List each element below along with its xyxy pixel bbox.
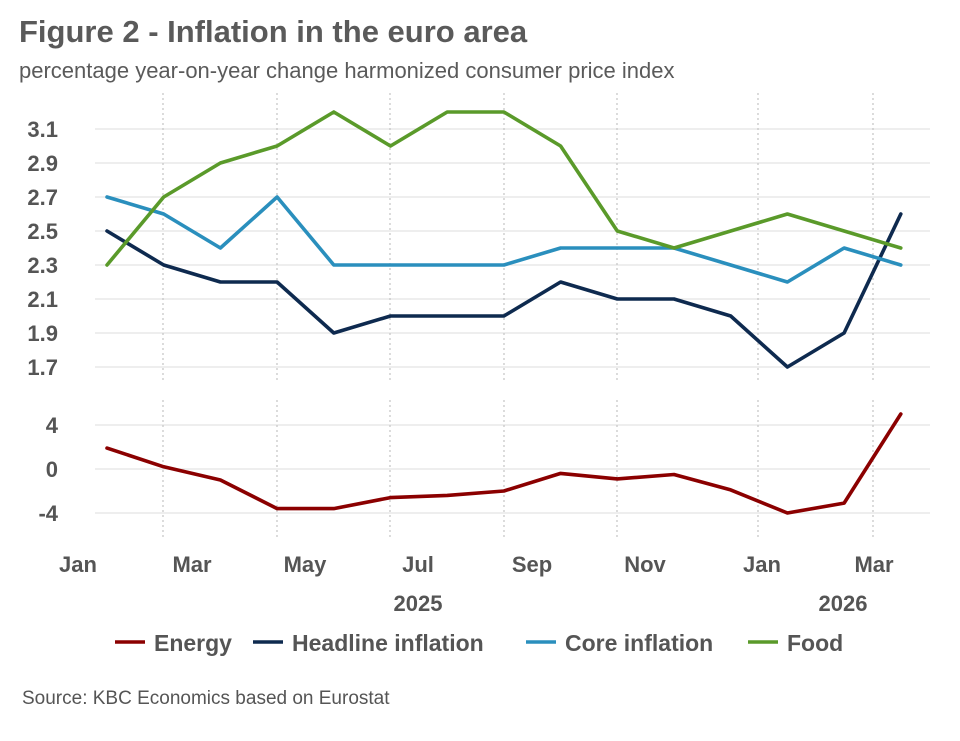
grid-layer xyxy=(95,93,930,540)
series-line-core-inflation xyxy=(105,195,903,284)
y-tick-label-top: 1.9 xyxy=(27,321,58,346)
y-tick-label-top: 2.7 xyxy=(27,185,58,210)
y-tick-label-top: 2.5 xyxy=(27,219,58,244)
chart-title: Figure 2 - Inflation in the euro area xyxy=(19,14,528,49)
x-tick-label: Mar xyxy=(854,552,894,577)
y-tick-label-top: 1.7 xyxy=(27,355,58,380)
chart-legend: Energy Headline inflation Core inflation Fo… xyxy=(115,630,843,656)
chart-subtitle: percentage year-on-year change harmonize… xyxy=(19,58,675,83)
source-note: Source: KBC Economics based on Eurostat xyxy=(22,688,390,709)
y-tick-label-top: 2.1 xyxy=(27,287,58,312)
y-tick-label-bottom: -4 xyxy=(38,501,58,526)
legend-label: Headline inflation xyxy=(292,630,484,656)
series-line-energy xyxy=(105,412,903,515)
x-tick-label: Nov xyxy=(624,552,666,577)
year-label: 2025 xyxy=(394,591,443,616)
y-tick-label-top: 3.1 xyxy=(27,117,58,142)
y-tick-label-top: 2.3 xyxy=(27,253,58,278)
series-layer xyxy=(105,110,903,515)
legend-label: Energy xyxy=(154,630,232,656)
legend-label: Food xyxy=(787,630,843,656)
y-tick-label-bottom: 4 xyxy=(46,413,59,438)
y-tick-label-top: 2.9 xyxy=(27,151,58,176)
y-tick-label-bottom: 0 xyxy=(46,457,58,482)
x-tick-label: Jul xyxy=(402,552,434,577)
x-tick-label: Sep xyxy=(512,552,552,577)
series-line-food xyxy=(105,110,903,267)
legend-label: Core inflation xyxy=(565,630,713,656)
series-line-headline-inflation xyxy=(105,212,903,369)
x-tick-label: Jan xyxy=(59,552,97,577)
x-tick-label: May xyxy=(284,552,328,577)
axis-layer: 1.7 1.9 2.1 2.3 2.5 2.7 2.9 3.1 -4 0 4 Jan Mar May Jul… xyxy=(27,117,894,616)
year-label: 2026 xyxy=(819,591,868,616)
x-tick-label: Mar xyxy=(172,552,212,577)
x-tick-label: Jan xyxy=(743,552,781,577)
